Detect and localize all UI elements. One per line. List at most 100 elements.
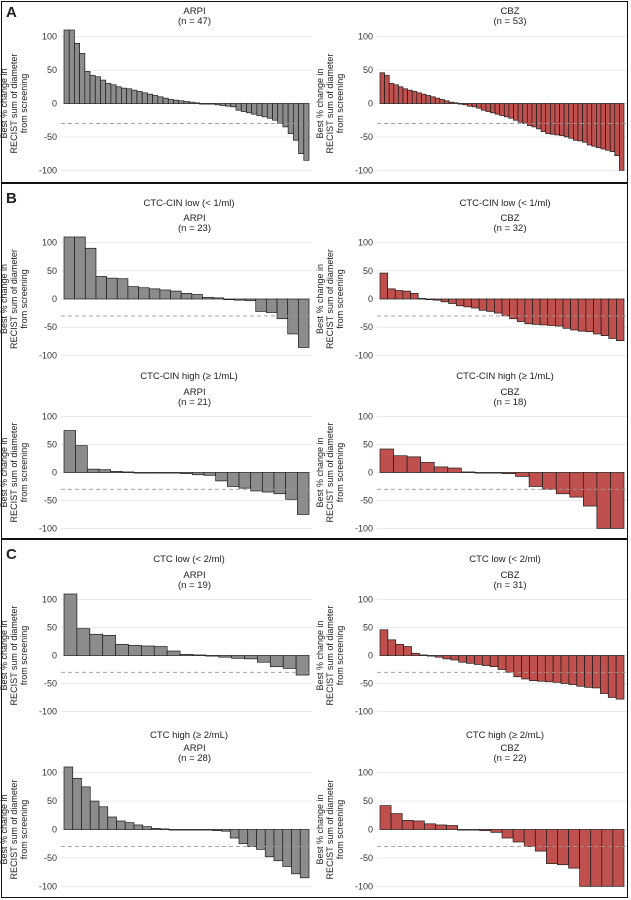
chart-n-label: (n = 47)	[178, 16, 211, 27]
bar	[127, 286, 139, 300]
bar	[221, 829, 231, 832]
bar	[537, 655, 546, 682]
bar	[455, 298, 465, 307]
bar	[410, 293, 419, 300]
bar	[442, 655, 452, 660]
bar	[585, 298, 594, 333]
bar	[485, 103, 491, 112]
bar	[100, 79, 107, 104]
bar	[295, 655, 310, 676]
y-axis-label-line: Best % change in	[315, 794, 325, 864]
bar	[74, 236, 86, 300]
bar	[116, 820, 126, 830]
y-tick-label: 50	[363, 266, 373, 276]
y-tick-label: -100	[355, 706, 373, 716]
bar	[544, 655, 554, 683]
panel-c-high-subtitle-left: CTC high (≥ 2/mL)	[149, 730, 229, 741]
bar	[63, 430, 77, 473]
chart-n-label: (n = 19)	[178, 580, 211, 591]
bar	[209, 103, 216, 105]
bar	[105, 83, 112, 104]
y-axis-label-line: RECIST sum of diameter	[325, 423, 335, 523]
chart-3: ARPI(n = 23) -100 -50 0 50 100 Best % change i…	[0, 213, 312, 360]
bar	[186, 829, 196, 831]
chart-title: CBZ	[501, 213, 520, 224]
y-tick-label: 100	[358, 238, 373, 248]
bar	[255, 298, 267, 312]
bar	[63, 593, 78, 656]
bar	[136, 91, 143, 104]
chart-title: ARPI	[183, 6, 205, 17]
y-axis-label-line: from screening	[19, 443, 29, 503]
bar	[521, 655, 530, 680]
bar	[240, 103, 247, 112]
panel-c-high-subtitle-right: CTC high (≥ 2/mL)	[465, 730, 545, 741]
bar	[379, 272, 388, 300]
bar	[231, 655, 245, 659]
y-tick-label: -50	[44, 132, 57, 142]
chart-title: CBZ	[501, 570, 520, 581]
panel-b-high-subtitle-left: CTC-CIN high (≥ 1/mL)	[140, 371, 238, 382]
bar	[214, 103, 221, 106]
bar	[266, 103, 273, 119]
bar	[479, 829, 492, 831]
bar	[444, 100, 450, 104]
bar	[579, 829, 592, 887]
bar	[576, 655, 585, 687]
y-tick-label: -100	[39, 706, 57, 716]
bar	[212, 297, 225, 300]
bar	[503, 103, 510, 118]
bar	[75, 445, 88, 473]
bar	[600, 655, 609, 694]
bar	[229, 829, 240, 839]
panel-c-low-subtitle-right: CTC low (< 2/ml)	[469, 554, 541, 565]
bar	[156, 472, 170, 474]
bar	[287, 298, 299, 335]
bar	[218, 655, 232, 658]
chart-n-label: (n = 21)	[178, 397, 211, 408]
bar	[474, 472, 489, 474]
bar	[549, 103, 556, 135]
bar	[522, 103, 528, 124]
bar	[277, 103, 284, 124]
y-tick-label: 50	[47, 65, 57, 75]
y-axis-label-line: RECIST sum of diameter	[9, 423, 19, 523]
bar	[448, 101, 455, 104]
bar	[457, 103, 464, 105]
bar	[497, 655, 507, 670]
bar	[600, 103, 606, 150]
bar	[115, 86, 122, 104]
bar	[269, 655, 284, 668]
bar	[303, 103, 310, 161]
bar	[180, 293, 193, 300]
bar	[460, 471, 476, 473]
bar	[142, 826, 152, 830]
bar	[183, 101, 190, 104]
bar	[568, 655, 578, 685]
bar	[554, 103, 560, 136]
bar	[94, 76, 101, 104]
bar	[593, 298, 602, 335]
bar	[411, 91, 418, 104]
bar	[516, 298, 526, 322]
y-axis-label-line: RECIST sum of diameter	[9, 54, 19, 154]
bar	[298, 103, 305, 154]
bar	[614, 103, 620, 156]
bar	[501, 472, 516, 474]
y-tick-label: -50	[44, 322, 57, 332]
bar	[616, 298, 625, 342]
y-tick-label: 50	[363, 440, 373, 450]
y-tick-label: 0	[368, 468, 373, 478]
bar	[141, 92, 148, 104]
bar	[499, 103, 505, 116]
y-axis-label-line: from screening	[335, 74, 345, 134]
bar	[266, 298, 278, 313]
bar	[528, 472, 544, 487]
bar	[179, 654, 194, 656]
bar	[494, 298, 503, 314]
bar	[619, 103, 625, 171]
bar	[212, 829, 222, 831]
bar	[440, 298, 449, 303]
bar	[584, 655, 593, 688]
